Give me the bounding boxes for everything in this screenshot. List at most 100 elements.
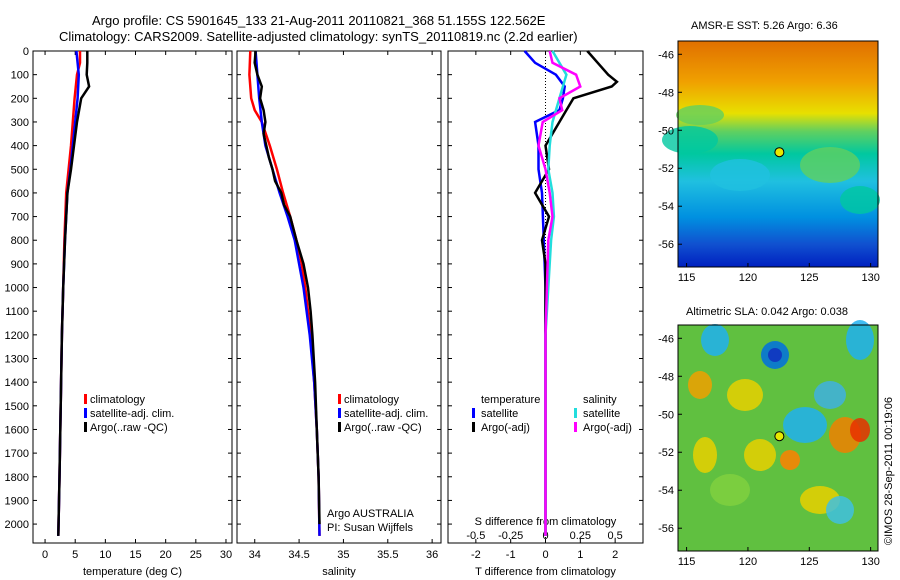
y-tick-label: 500 xyxy=(11,164,29,176)
map-y-tick-label: -48 xyxy=(658,371,674,383)
x-tick-label-top: -0.5 xyxy=(466,530,485,542)
x-tick-label-top: 0 xyxy=(542,530,548,542)
map-y-tick-label: -50 xyxy=(658,409,674,421)
x-tick-label: 15 xyxy=(129,549,141,561)
map-y-tick-label: -52 xyxy=(658,447,674,459)
legend-swatch xyxy=(338,422,341,432)
x-tick-label: 36 xyxy=(426,549,438,561)
map-x-tick-label: 120 xyxy=(739,272,757,284)
map-x-tick-label: 120 xyxy=(739,556,757,568)
legend-label: satellite xyxy=(481,408,518,420)
x-axis-label: temperature (deg C) xyxy=(83,566,182,578)
sla-map-title: Altimetric SLA: 0.042 Argo: 0.038 xyxy=(686,306,849,318)
legend-label: climatology xyxy=(344,394,400,406)
series-line xyxy=(537,50,582,536)
x-axis-label: T difference from climatology xyxy=(475,566,616,578)
y-tick-label: 1700 xyxy=(5,448,29,460)
annotation-text: Argo AUSTRALIA xyxy=(327,508,414,520)
y-tick-label: 1800 xyxy=(5,472,29,484)
y-tick-label: 2000 xyxy=(5,519,29,531)
y-tick-label: 0 xyxy=(23,46,29,58)
sst-feature xyxy=(662,126,718,154)
sla-feature xyxy=(780,450,800,470)
map-frame xyxy=(677,324,879,552)
legend-label: Argo(-adj) xyxy=(583,422,632,434)
y-tick-label: 300 xyxy=(11,117,29,129)
map-x-tick-label: 130 xyxy=(861,556,879,568)
legend-label: satellite-adj. clim. xyxy=(90,408,174,420)
legend-label: Argo(..raw -QC) xyxy=(344,422,422,434)
legend-label: climatology xyxy=(90,394,146,406)
sla-feature xyxy=(826,496,854,524)
legend-title-salinity: salinity xyxy=(583,394,617,406)
x-tick-label-top: 0.25 xyxy=(570,530,591,542)
map-y-tick-label: -56 xyxy=(658,523,674,535)
x-tick-label: 34.5 xyxy=(288,549,309,561)
sst-feature xyxy=(710,159,770,191)
sst-feature xyxy=(840,186,880,214)
x-tick-label: 0 xyxy=(42,549,48,561)
y-tick-label: 100 xyxy=(11,70,29,82)
map-x-tick-label: 115 xyxy=(678,556,696,568)
map-y-tick-label: -54 xyxy=(658,485,674,497)
sla-feature xyxy=(701,324,729,356)
y-tick-label: 1300 xyxy=(5,354,29,366)
sla-feature xyxy=(850,418,870,442)
temperature-axes-box xyxy=(32,50,233,544)
legend-label: Argo(..raw -QC) xyxy=(90,422,168,434)
y-tick-label: 400 xyxy=(11,141,29,153)
legend-swatch xyxy=(338,408,341,418)
sla-feature xyxy=(710,474,750,506)
salinity-panel: 34 34.5 35 35.5 36 salinity climatology satelli… xyxy=(236,50,442,578)
salinity-axes-box xyxy=(236,50,442,544)
map-frame xyxy=(677,40,879,268)
legend-label: satellite xyxy=(583,408,620,420)
y-tick-label: 1200 xyxy=(5,330,29,342)
y-tick-label: 700 xyxy=(11,212,29,224)
y-tick-label: 1900 xyxy=(5,495,29,507)
map-y-tick-label: -52 xyxy=(658,163,674,175)
x-tick-label: 25 xyxy=(190,549,202,561)
legend-swatch xyxy=(472,422,475,432)
argo-location-marker xyxy=(774,431,785,442)
x-tick-label: 20 xyxy=(160,549,172,561)
header-line-2: Climatology: CARS2009. Satellite-adjuste… xyxy=(59,29,578,44)
map-x-tick-label: 115 xyxy=(678,272,696,284)
map-y-tick-label: -50 xyxy=(658,125,674,137)
sla-feature xyxy=(814,381,846,409)
map-y-tick-label: -48 xyxy=(658,87,674,99)
y-tick-label: 1000 xyxy=(5,283,29,295)
legend-swatch xyxy=(84,408,87,418)
header-line-1: Argo profile: CS 5901645_133 21-Aug-2011… xyxy=(92,13,546,28)
x-tick-label: 30 xyxy=(220,549,232,561)
map-x-tick-label: 130 xyxy=(861,272,879,284)
legend-label: satellite-adj. clim. xyxy=(344,408,428,420)
map-y-tick-label: -56 xyxy=(658,239,674,251)
x-tick-label-top: -0.25 xyxy=(498,530,523,542)
sst-map-title: AMSR-E SST: 5.26 Argo: 6.36 xyxy=(691,20,838,32)
y-tick-label: 1500 xyxy=(5,401,29,413)
series-line xyxy=(57,51,91,536)
legend-title-temperature: temperature xyxy=(481,394,540,406)
x-tick-label: 10 xyxy=(99,549,111,561)
map-y-tick-label: -54 xyxy=(658,201,674,213)
sst-feature xyxy=(800,147,860,183)
argo-location-marker xyxy=(774,147,785,158)
y-tick-label: 1600 xyxy=(5,424,29,436)
legend-label: Argo(-adj) xyxy=(481,422,530,434)
x-tick-label: 35.5 xyxy=(377,549,398,561)
series-line xyxy=(544,50,568,536)
sla-feature xyxy=(768,348,782,362)
x-tick-label: -2 xyxy=(471,549,481,561)
map-x-tick-label: 125 xyxy=(800,272,818,284)
sla-feature xyxy=(744,439,776,471)
x-tick-label: -1 xyxy=(506,549,516,561)
x-tick-label: 1 xyxy=(577,549,583,561)
x-tick-label: 35 xyxy=(337,549,349,561)
y-tick-label: 1400 xyxy=(5,377,29,389)
x-tick-label: 5 xyxy=(72,549,78,561)
sst-feature xyxy=(676,105,724,125)
map-x-tick-label: 125 xyxy=(800,556,818,568)
x-axis-label: salinity xyxy=(322,566,356,578)
